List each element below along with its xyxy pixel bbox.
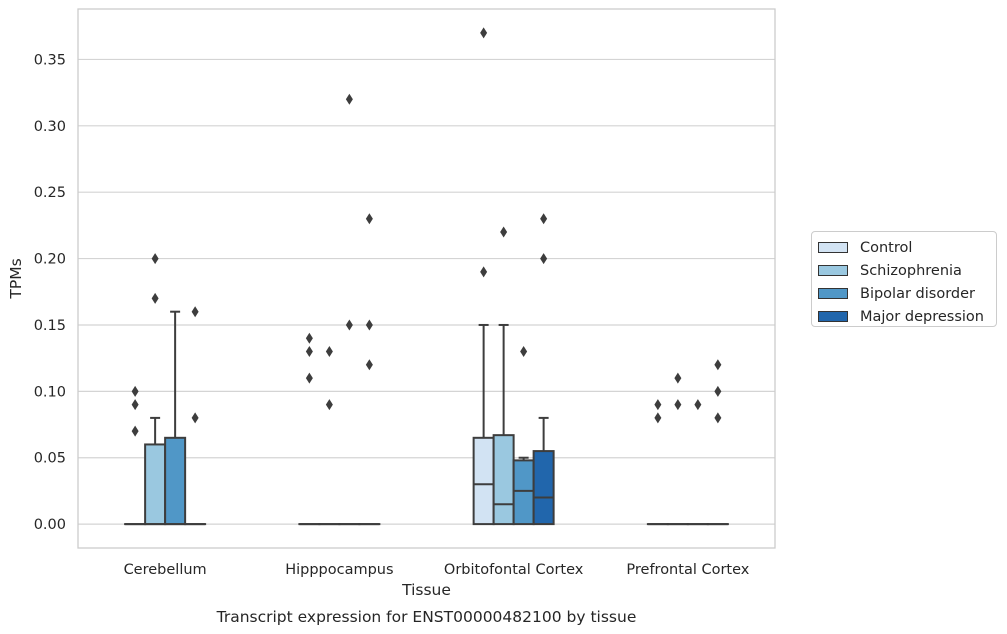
outlier-point <box>365 213 373 225</box>
plot-frame <box>77 8 776 549</box>
box-bipolar-disorder <box>512 456 535 526</box>
legend-swatch <box>818 311 848 322</box>
outlier-point <box>131 425 139 437</box>
outlier-point <box>325 399 333 411</box>
y-tick-label: 0.25 <box>34 185 66 201</box>
outlier-point <box>480 27 488 39</box>
outlier-point <box>305 332 313 344</box>
outlier-point <box>345 319 353 331</box>
outlier-marks <box>131 27 722 437</box>
box-bipolar-disorder <box>164 310 187 526</box>
legend-item: Control <box>818 236 996 259</box>
outlier-point <box>654 412 662 424</box>
x-axis-title: Tissue <box>401 581 451 599</box>
legend-swatch <box>818 242 848 253</box>
outlier-point <box>500 226 508 238</box>
x-tick-labels: Cerebellum Hipppocampus Orbitofontal Corte… <box>124 562 750 578</box>
outlier-point <box>131 399 139 411</box>
box-control <box>472 323 495 526</box>
y-tick-label: 0.10 <box>34 384 66 400</box>
box-schizophrenia <box>492 323 515 526</box>
box-body <box>492 434 515 526</box>
legend-label: Major depression <box>860 308 984 325</box>
legend-label: Bipolar disorder <box>860 285 975 302</box>
chart-caption: Transcript expression for ENST0000048210… <box>216 608 637 626</box>
outlier-point <box>131 385 139 397</box>
outlier-point <box>325 346 333 358</box>
gridlines <box>78 58 775 525</box>
outlier-point <box>480 266 488 278</box>
box-body <box>144 443 167 526</box>
outlier-point <box>520 346 528 358</box>
outlier-point <box>540 213 548 225</box>
outlier-point <box>345 93 353 105</box>
x-tick-label: Orbitofontal Cortex <box>444 562 584 578</box>
outlier-point <box>151 292 159 304</box>
outlier-point <box>365 359 373 371</box>
box-body <box>472 436 495 526</box>
outlier-point <box>714 359 722 371</box>
box-body <box>164 436 187 526</box>
outlier-point <box>674 399 682 411</box>
y-tick-label: 0.20 <box>34 252 66 268</box>
y-tick-labels: 0.00 0.05 0.10 0.15 0.20 0.25 0.30 0.35 <box>34 52 66 533</box>
outlier-point <box>674 372 682 384</box>
legend-item: Bipolar disorder <box>818 282 996 305</box>
outlier-point <box>151 253 159 265</box>
y-axis-title: TPMs <box>7 258 25 299</box>
y-tick-label: 0.15 <box>34 318 66 334</box>
y-tick-label: 0.05 <box>34 451 66 467</box>
outlier-point <box>305 372 313 384</box>
y-tick-label: 0.00 <box>34 517 66 533</box>
outlier-point <box>540 253 548 265</box>
box-major-depression <box>532 416 555 526</box>
outlier-point <box>305 346 313 358</box>
legend-item: Major depression <box>818 305 996 328</box>
box-body <box>532 450 555 526</box>
legend-label: Schizophrenia <box>860 262 962 279</box>
legend-item: Schizophrenia <box>818 259 996 282</box>
y-tick-label: 0.35 <box>34 52 66 68</box>
outlier-point <box>191 412 199 424</box>
y-tick-label: 0.30 <box>34 119 66 135</box>
outlier-point <box>714 412 722 424</box>
outlier-point <box>654 399 662 411</box>
legend-swatch <box>818 288 848 299</box>
boxplot-marks <box>124 310 729 526</box>
outlier-point <box>191 306 199 318</box>
x-tick-label: Cerebellum <box>124 562 207 578</box>
box-body <box>512 459 535 526</box>
legend: Control Schizophrenia Bipolar disorder Majo… <box>811 231 997 327</box>
legend-swatch <box>818 265 848 276</box>
outlier-point <box>694 399 702 411</box>
outlier-point <box>365 319 373 331</box>
legend-label: Control <box>860 239 913 256</box>
x-tick-label: Prefrontal Cortex <box>626 562 749 578</box>
x-tick-label: Hipppocampus <box>285 562 393 578</box>
outlier-point <box>714 385 722 397</box>
box-schizophrenia <box>144 416 167 526</box>
